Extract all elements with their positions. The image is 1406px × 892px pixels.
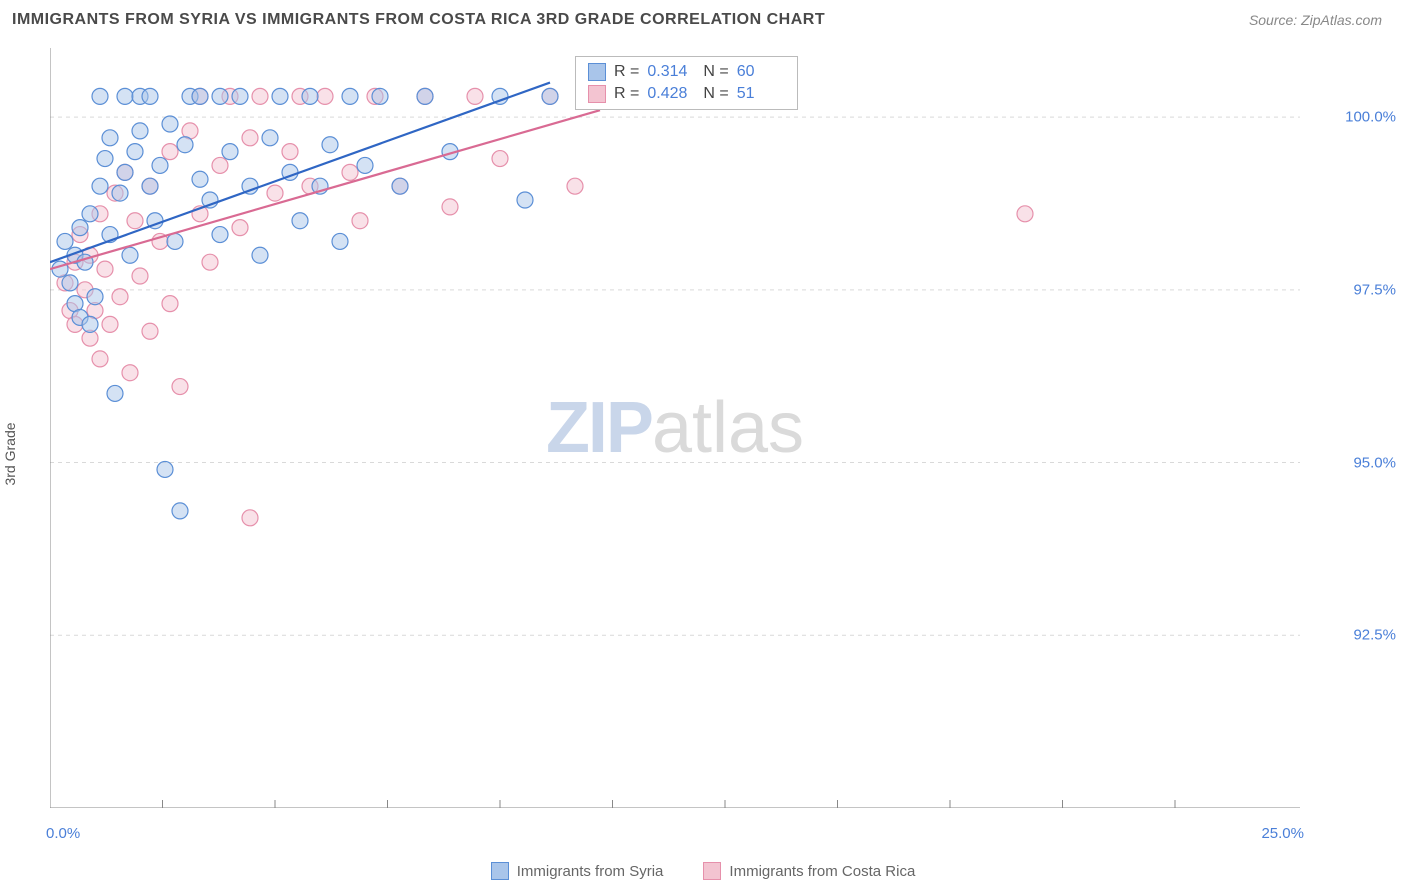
x-tick-max: 25.0%: [1261, 825, 1304, 842]
chart-title: IMMIGRANTS FROM SYRIA VS IMMIGRANTS FROM…: [12, 11, 825, 29]
y-tick-label: 92.5%: [1353, 627, 1396, 644]
stat-row-series-a: R = 0.314 N = 60: [576, 61, 797, 83]
swatch-series-b: [588, 85, 606, 103]
correlation-stats-box: R = 0.314 N = 60 R = 0.428 N = 51: [575, 56, 798, 110]
swatch-series-a: [588, 63, 606, 81]
y-axis-label: 3rd Grade: [2, 422, 18, 485]
legend-item-series-a: Immigrants from Syria: [491, 862, 664, 880]
legend-item-series-b: Immigrants from Costa Rica: [703, 862, 915, 880]
bottom-legend: Immigrants from Syria Immigrants from Co…: [0, 862, 1406, 880]
stat-row-series-b: R = 0.428 N = 51: [576, 83, 797, 105]
x-tick-min: 0.0%: [46, 825, 80, 842]
legend-swatch-b: [703, 862, 721, 880]
y-tick-label: 97.5%: [1353, 281, 1396, 298]
legend-swatch-a: [491, 862, 509, 880]
y-tick-label: 95.0%: [1353, 454, 1396, 471]
chart-header: IMMIGRANTS FROM SYRIA VS IMMIGRANTS FROM…: [0, 0, 1406, 40]
chart-source: Source: ZipAtlas.com: [1249, 12, 1382, 28]
y-tick-label: 100.0%: [1345, 109, 1396, 126]
plot-area: ZIPatlas R = 0.314 N = 60 R = 0.428 N = …: [50, 48, 1300, 808]
scatter-chart: [50, 48, 1300, 808]
